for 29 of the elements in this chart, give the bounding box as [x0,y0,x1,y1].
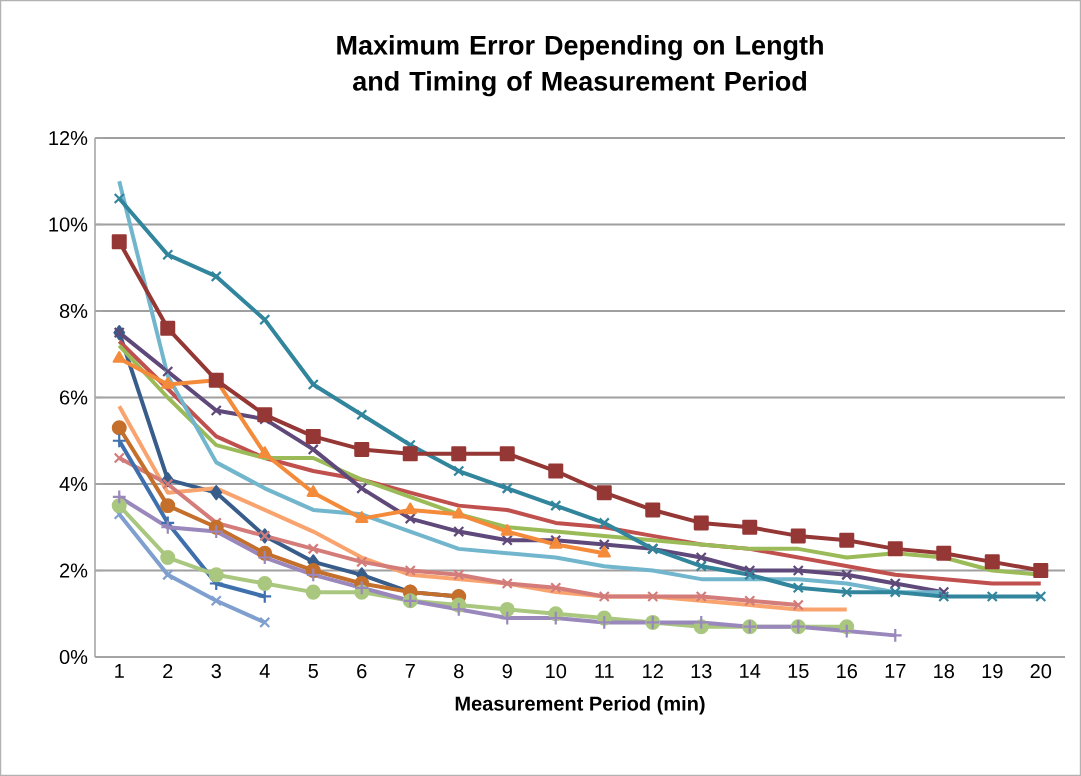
x-tick-label: 13 [691,664,712,679]
x-tick-label: 14 [740,664,761,678]
y-tick-label: 0% [59,649,88,665]
x-tick-label: 19 [982,664,1003,679]
x-tick-label: 2 [163,664,173,679]
y-tick-label: 2% [60,563,88,578]
x-tick-label: 7 [405,664,415,678]
y-tick-label: 8% [59,303,88,319]
x-tick-label: 4 [259,664,270,678]
x-tick-label: 8 [454,664,464,679]
x-tick-label: 11 [595,664,614,678]
x-axis-title: Measurement Period (min) [455,695,705,715]
y-tick-label: 6% [60,390,88,405]
x-tick-label: 18 [934,664,955,679]
chart-title: Maximum Error Depending on Length and Timing of Measurement Period [337,35,823,97]
x-tick-label: 5 [308,664,318,679]
x-tick-label: 1 [115,664,124,678]
x-tick-label: 9 [502,664,512,679]
y-tick-label: 4% [59,476,88,491]
y-tick-label: 10% [49,217,88,232]
x-tick-label: 3 [211,664,221,679]
x-tick-label: 20 [1030,664,1052,679]
x-tick-label: 16 [837,664,858,679]
x-tick-label: 12 [643,664,663,679]
y-tick-label: 12% [49,130,88,146]
x-tick-label: 6 [357,664,367,679]
x-tick-label: 15 [788,664,809,679]
x-tick-label: 10 [546,664,567,679]
x-tick-label: 17 [885,664,906,678]
